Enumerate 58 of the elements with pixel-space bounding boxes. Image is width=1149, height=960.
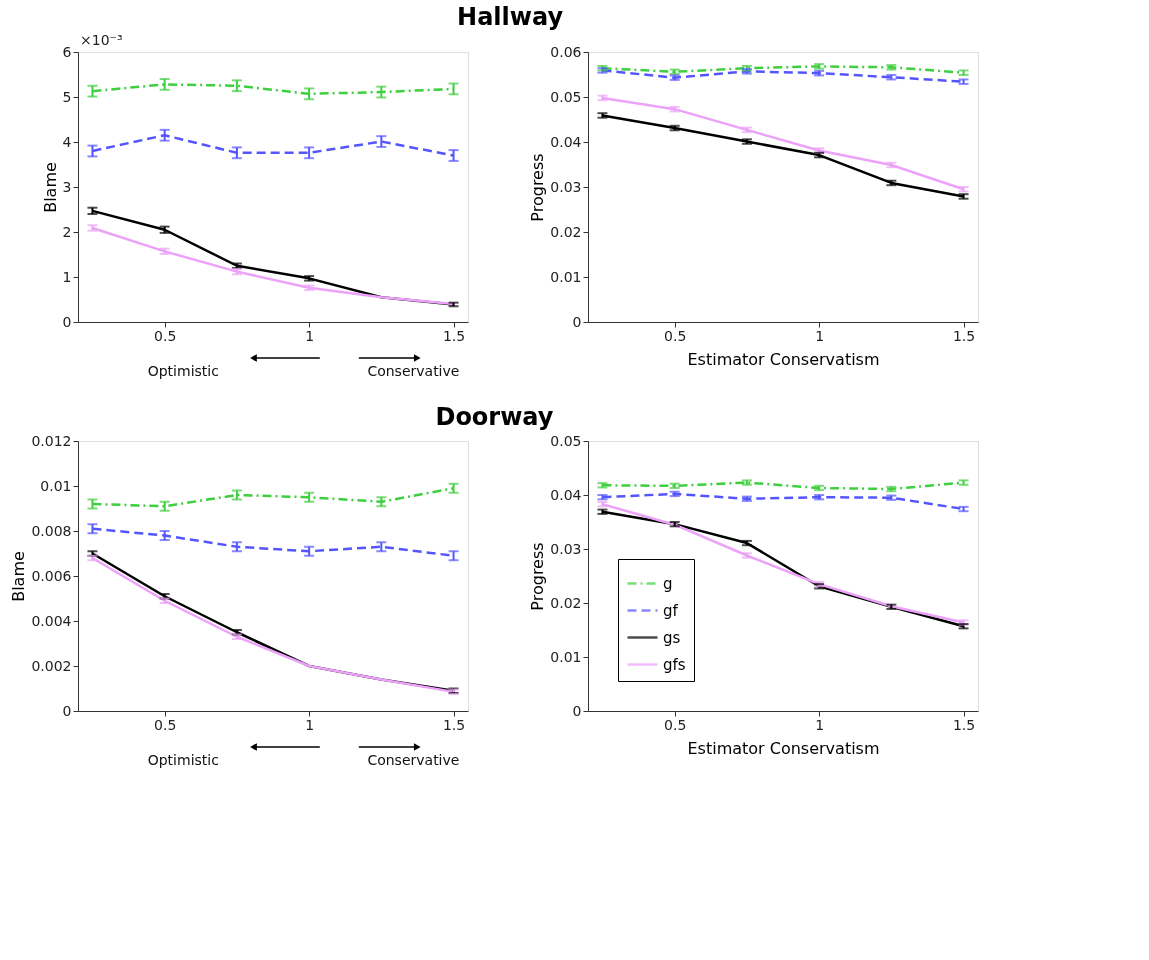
y-tick-label: 0.03 <box>550 540 582 557</box>
y-axis-title: Progress <box>528 153 548 222</box>
x-tick-label: 0.5 <box>154 716 177 733</box>
y-tick-label: 0.006 <box>31 567 72 584</box>
text: ×10⁻³ <box>80 32 123 48</box>
legend-label: gf <box>663 601 679 620</box>
y-tick-label: 0 <box>572 702 582 719</box>
x-tick-label: 1.5 <box>442 716 466 733</box>
legend-label: g <box>663 574 673 593</box>
y-tick-label: 5 <box>62 88 72 105</box>
y-tick-label: 0 <box>62 313 72 330</box>
y-tick-label: 0.04 <box>550 133 582 150</box>
text: Conservative <box>367 752 460 768</box>
line-series <box>91 487 455 508</box>
x-tick-label: 1.5 <box>952 327 976 344</box>
y-tick-label: 3 <box>62 178 72 195</box>
y-tick-label: 0.004 <box>31 612 72 629</box>
y-tick-label: 0.06 <box>550 43 582 60</box>
y-tick-label: 0.04 <box>550 486 582 503</box>
chart-title: Doorway <box>435 402 554 431</box>
line-series <box>91 134 455 157</box>
x-tick-label: 1.5 <box>952 716 976 733</box>
y-axis-title: Progress <box>528 542 548 611</box>
y-tick-label: 0 <box>572 313 582 330</box>
x-axis-title: Estimator Conservatism <box>687 738 880 758</box>
y-tick-label: 1 <box>62 268 72 285</box>
y-tick-label: 0.02 <box>550 594 582 611</box>
y-tick-label: 0.008 <box>31 522 72 539</box>
x-tick-label: 1 <box>815 716 825 733</box>
y-tick-label: 0 <box>62 702 72 719</box>
x-tick-label: 0.5 <box>154 327 177 344</box>
legend-label: gfs <box>663 655 686 674</box>
y-axis-title: Blame <box>9 551 29 602</box>
y-tick-label: 0.02 <box>550 223 582 240</box>
x-tick-label: 1 <box>305 716 315 733</box>
text: Conservative <box>367 363 460 379</box>
y-tick-label: 2 <box>62 223 72 240</box>
x-tick-label: 1.5 <box>442 327 466 344</box>
text: Optimistic <box>147 752 219 768</box>
x-tick-label: 0.5 <box>664 327 687 344</box>
legend-label: gs <box>663 628 681 647</box>
x-tick-label: 1 <box>305 327 315 344</box>
y-tick-label: 0.05 <box>550 432 582 449</box>
chart-title: Hallway <box>457 2 564 31</box>
text: Optimistic <box>147 363 219 379</box>
y-tick-label: 0.002 <box>31 657 72 674</box>
x-axis-title: Estimator Conservatism <box>687 349 880 369</box>
y-tick-label: 0.01 <box>40 477 72 494</box>
x-tick-label: 1 <box>815 327 825 344</box>
y-tick-label: 0.01 <box>550 268 582 285</box>
y-tick-label: 0.03 <box>550 178 582 195</box>
y-tick-label: 4 <box>62 133 72 150</box>
x-tick-label: 0.5 <box>664 716 687 733</box>
y-axis-title: Blame <box>40 162 60 213</box>
y-tick-label: 0.05 <box>550 88 582 105</box>
y-tick-label: 0.012 <box>31 432 72 449</box>
y-tick-label: 6 <box>62 43 72 60</box>
y-tick-label: 0.01 <box>550 648 582 665</box>
